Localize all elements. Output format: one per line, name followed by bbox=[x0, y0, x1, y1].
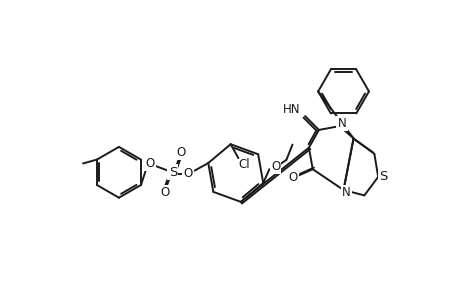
Text: O: O bbox=[175, 146, 185, 159]
Text: O: O bbox=[145, 157, 154, 169]
Text: O: O bbox=[160, 186, 169, 199]
Text: Cl: Cl bbox=[238, 158, 250, 171]
Text: N: N bbox=[337, 117, 346, 130]
Text: S: S bbox=[168, 166, 177, 179]
Text: N: N bbox=[341, 186, 350, 199]
Text: O: O bbox=[270, 160, 280, 172]
Text: S: S bbox=[379, 170, 387, 183]
Text: O: O bbox=[288, 171, 297, 184]
Text: O: O bbox=[183, 167, 192, 180]
Text: HN: HN bbox=[282, 103, 299, 116]
